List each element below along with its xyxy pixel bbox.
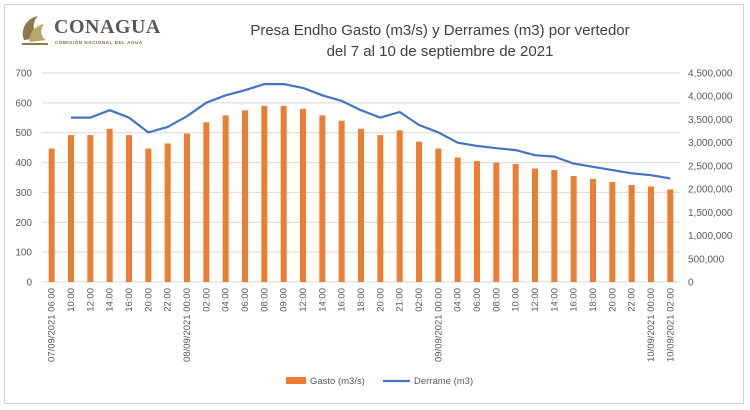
bar-gasto — [319, 115, 326, 282]
x-tick-label: 08/09/2021 00:00 — [182, 288, 193, 362]
y-right-tick-label: 500,000 — [688, 254, 725, 265]
bar-gasto — [435, 148, 442, 282]
x-tick-label: 08:00 — [259, 288, 270, 312]
y-right-tick-label: 2,000,000 — [688, 185, 733, 196]
line-derrame — [71, 82, 671, 180]
x-tick-label: 18:00 — [588, 288, 599, 312]
bar-gasto — [551, 170, 558, 282]
bar-gasto — [377, 135, 384, 282]
bar-gasto — [590, 178, 596, 282]
x-tick-label: 04:00 — [453, 288, 464, 312]
bar-gasto — [164, 143, 171, 282]
x-tick-label: 16:00 — [124, 288, 135, 312]
bar-gasto — [280, 105, 287, 282]
x-tick-label: 10:00 — [66, 288, 77, 312]
bar-gasto — [667, 189, 674, 282]
bar-gasto — [48, 148, 55, 282]
y-left-tick-label: 0 — [26, 278, 32, 289]
x-tick-label: 16:00 — [569, 288, 580, 312]
logo-subtitle: COMISIÓN NACIONAL DEL AGUA — [55, 40, 143, 45]
x-tick-label: 09/09/2021 00:00 — [433, 288, 444, 362]
x-tick-label: 02:00 — [414, 288, 425, 312]
bar-gasto — [68, 135, 74, 282]
bar-gasto — [87, 135, 94, 282]
bar-gasto — [261, 105, 268, 282]
x-tick-label: 12:00 — [85, 288, 96, 312]
x-tick-label: 14:00 — [317, 288, 328, 312]
y-left-tick-label: 200 — [15, 218, 32, 229]
y-left-tick-label: 100 — [15, 248, 32, 259]
x-tick-label: 08:00 — [491, 288, 502, 312]
x-tick-label: 04:00 — [221, 288, 232, 312]
logo-wordmark: CONAGUA — [54, 16, 161, 38]
bar-gasto — [474, 161, 480, 282]
y-right-tick-label: 4,500,000 — [688, 69, 733, 80]
bar-gasto — [358, 128, 364, 282]
logo-emblem-icon — [22, 16, 48, 45]
x-tick-label: 10:00 — [511, 288, 522, 312]
y-right-tick-label: 2,500,000 — [688, 161, 733, 172]
x-tick-label: 21:00 — [395, 288, 406, 312]
x-tick-label: 06:00 — [240, 288, 251, 312]
bar-gasto — [570, 176, 577, 282]
bar-gasto — [512, 164, 519, 282]
x-tick-label: 10/09/2021 02:00 — [665, 288, 676, 362]
chart-title-line1: Presa Endho Gasto (m3/s) y Derrames (m3)… — [250, 22, 630, 39]
x-tick-label: 14:00 — [549, 288, 560, 312]
x-tick-label: 20:00 — [375, 288, 386, 312]
x-tick-label: 20:00 — [143, 288, 154, 312]
x-tick-label: 12:00 — [530, 288, 541, 312]
x-tick-label: 02:00 — [201, 288, 212, 312]
bar-gasto — [396, 130, 403, 282]
bar-gasto — [648, 186, 654, 282]
y-right-tick-label: 3,000,000 — [688, 138, 733, 149]
x-tick-label: 18:00 — [356, 288, 367, 312]
x-tick-label: 09:00 — [279, 288, 290, 312]
bar-gasto — [454, 157, 461, 282]
bar-gasto — [338, 120, 345, 283]
legend-gasto-label: Gasto (m3/s) — [310, 376, 365, 387]
y-right-tick-label: 4,000,000 — [688, 92, 733, 103]
bar-gasto — [300, 108, 306, 282]
bar-gasto — [532, 168, 538, 282]
y-left-tick-label: 600 — [15, 98, 32, 109]
y-left-tick-label: 700 — [15, 69, 32, 80]
conagua-logo: CONAGUA COMISIÓN NACIONAL DEL AGUA — [18, 12, 188, 52]
x-tick-label: 20:00 — [607, 288, 618, 312]
x-tick-label: 07/09/2021 06:00 — [47, 288, 58, 362]
y-left-tick-label: 500 — [15, 128, 32, 139]
chart-title-line2: del 7 al 10 de septiembre de 2021 — [326, 43, 554, 60]
y-right-tick-label: 1,500,000 — [688, 208, 733, 219]
bar-gasto — [222, 115, 229, 282]
y-right-tick-label: 0 — [688, 278, 694, 289]
x-tick-label: 06:00 — [472, 288, 483, 312]
legend-derrame-label: Derrame (m3) — [414, 376, 473, 387]
y-right-tick-label: 3,500,000 — [688, 115, 733, 126]
bar-gasto — [106, 128, 113, 282]
x-tick-label: 14:00 — [105, 288, 116, 312]
y-right-tick-label: 1,000,000 — [688, 231, 733, 242]
bar-gasto — [628, 184, 635, 282]
x-tick-label: 12:00 — [298, 288, 309, 312]
bar-gasto — [203, 122, 210, 282]
x-tick-label: 10/09/2021 00:00 — [646, 288, 657, 362]
y-left-tick-label: 400 — [15, 158, 32, 169]
bar-gasto — [609, 181, 616, 282]
x-tick-label: 22:00 — [627, 288, 638, 312]
bar-gasto — [242, 110, 248, 282]
chart-title: Presa Endho Gasto (m3/s) y Derrames (m3)… — [220, 20, 660, 62]
bar-gasto — [145, 148, 152, 282]
legend-gasto-swatch — [286, 377, 306, 384]
x-tick-label: 22:00 — [163, 288, 174, 312]
x-tick-label: 16:00 — [337, 288, 348, 312]
bar-gasto — [184, 133, 190, 282]
bar-gasto — [416, 141, 422, 282]
bar-gasto — [126, 135, 132, 282]
bar-gasto — [493, 162, 500, 282]
y-left-tick-label: 300 — [15, 188, 32, 199]
